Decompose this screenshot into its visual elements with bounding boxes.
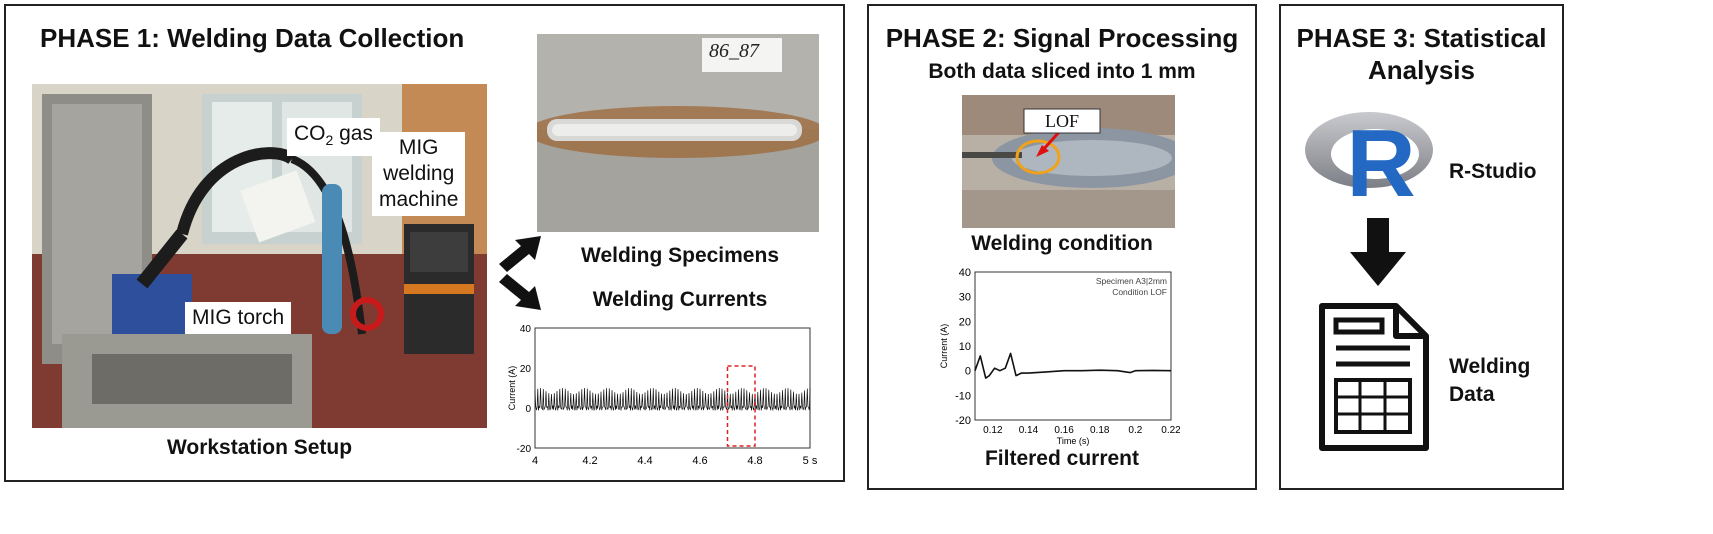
welding-data-label: Welding Data [1449, 353, 1530, 409]
chart2-ytick: 40 [959, 267, 971, 279]
chart2-ytick: 10 [959, 341, 971, 353]
chart1-ytick: 40 [520, 324, 532, 335]
chart2-xtick: 0.18 [1090, 425, 1110, 436]
lof-tag: LOF [1044, 111, 1079, 131]
chart2-ytick: 30 [959, 292, 971, 304]
phase3-title-line1: PHASE 3: Statistical [1296, 23, 1547, 53]
chart1-xtick: 4 [532, 455, 538, 467]
chart1-series-line [534, 387, 811, 412]
chart1-xtick: 4.6 [692, 455, 707, 467]
chart1-ylabel: Current (A) [507, 366, 517, 411]
chart2-legend-line2: Condition LOF [1112, 287, 1167, 297]
welding-condition-label: Welding condition [971, 232, 1153, 255]
chart1-xtick: 4.8 [747, 455, 762, 467]
chart2-xlabel: Time (s) [1057, 436, 1090, 446]
rstudio-label: R-Studio [1449, 160, 1537, 183]
phase2-subtitle: Both data sliced into 1 mm [928, 60, 1196, 83]
specimen-photo: 86_87 [537, 34, 819, 232]
chart1-ytick: -20 [517, 444, 532, 455]
chart1-ytick: 0 [525, 404, 531, 415]
chart1-xtick: 4.4 [637, 455, 652, 467]
chart1-highlight-box [726, 365, 756, 447]
specimen-tag: 86_87 [709, 40, 759, 62]
workstation-label: Workstation Setup [166, 436, 353, 459]
chart1-xtick: 5 s [803, 455, 818, 467]
document-table-icon [1319, 303, 1429, 451]
chart2-ytick: 20 [959, 316, 971, 328]
co2-gas-callout: CO2 gas [287, 118, 380, 157]
arrow-to-specimens-icon [499, 236, 541, 272]
co2-subscript: 2 [325, 132, 334, 149]
chart2-frame [974, 271, 1172, 421]
chart2-xtick: 0.22 [1161, 425, 1180, 436]
chart2-xtick: 0.14 [1019, 425, 1039, 436]
chart1-ytick: 20 [520, 364, 532, 375]
chart2-ytick: -10 [955, 390, 971, 402]
welding-data-line1: Welding [1449, 355, 1531, 378]
phase3-title-line2: Analysis [1368, 55, 1475, 85]
welding-condition-photo: LOF [962, 95, 1175, 228]
chart2-ytick: -20 [955, 415, 971, 427]
arrow-to-currents-icon [499, 274, 541, 310]
down-arrow-icon [1350, 218, 1406, 286]
chart1-frame [534, 327, 811, 449]
currents-label: Welding Currents [592, 288, 768, 311]
phase3-title: PHASE 3: Statistical Analysis [1279, 22, 1564, 86]
welding-data-line2: Data [1449, 383, 1495, 406]
phase1-title: PHASE 1: Welding Data Collection [40, 23, 465, 53]
filtered-current-chart: 40 30 20 10 0 -10 -20 0.12 0.14 0.16 0.18 0.2 0.22 Ti… [939, 267, 1180, 446]
chart2-xtick: 0.16 [1054, 425, 1074, 436]
gas-text: gas [333, 122, 373, 145]
mig-machine-callout: MIG welding machine [372, 132, 466, 216]
phase2-title: PHASE 2: Signal Processing [885, 23, 1239, 53]
chart2-xtick: 0.2 [1128, 425, 1142, 436]
mig-torch-callout: MIG torch [185, 302, 292, 334]
chart2-xtick: 0.12 [983, 425, 1003, 436]
chart2-ylabel: Current (A) [939, 324, 949, 369]
r-logo-icon: R [1305, 110, 1433, 200]
co2-text: CO [294, 122, 326, 145]
filtered-current-label: Filtered current [984, 447, 1140, 470]
r-logo-letter: R [1346, 110, 1415, 200]
chart2-series-line [974, 352, 1172, 379]
chart2-legend-line1: Specimen A3|2mm [1096, 276, 1167, 286]
welding-currents-chart: 40 20 0 -204 4.2 4.4 4.6 4.8 5 s Current (A) [507, 324, 818, 467]
chart2-ytick: 0 [965, 366, 971, 378]
specimens-label: Welding Specimens [581, 244, 779, 267]
chart1-xtick: 4.2 [582, 455, 597, 467]
